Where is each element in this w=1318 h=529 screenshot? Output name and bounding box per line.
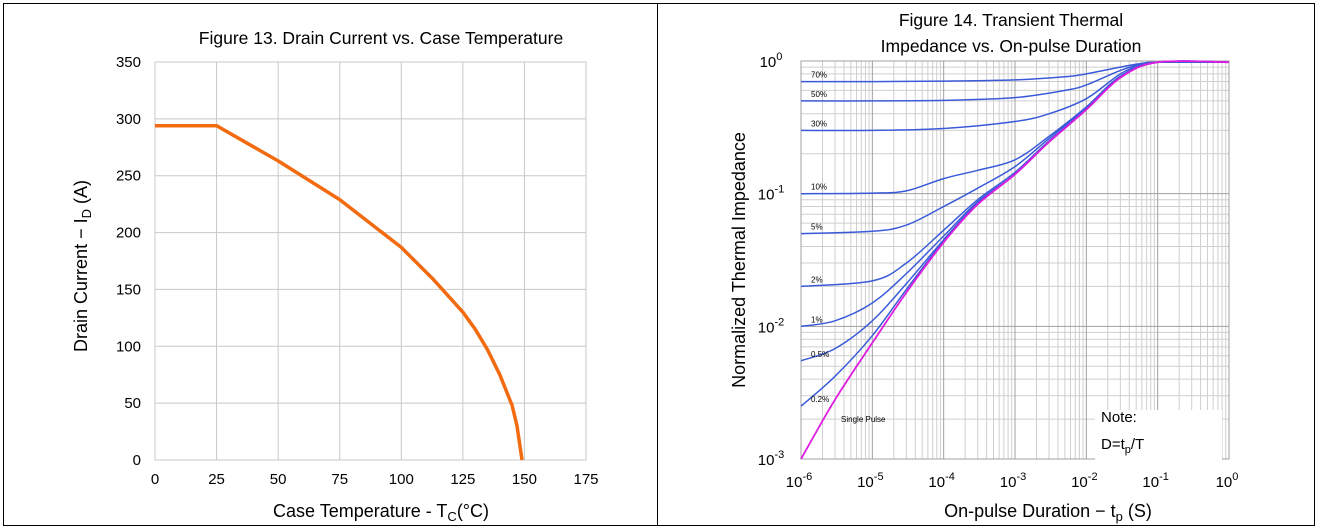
series-layer: 70% 50% 30% 10% 5% 2% 1% 0.5% 0.2% Single Pulse — [800, 60, 1230, 460]
axis-ticks: 0 25 50 75 100 125 150 175 0 50 100 150 200 250 300 350 — [116, 54, 599, 488]
duty-cycle-label: 0.2% — [811, 395, 829, 404]
x-tick-label: 10-6 — [786, 471, 812, 491]
y-tick-label: 10-2 — [758, 316, 784, 336]
drain-current-chart-panel: Figure 13. Drain Current vs. Case Temper… — [3, 3, 658, 526]
x-tick-label: 10-5 — [857, 471, 883, 491]
duty-cycle-label: 30% — [811, 119, 827, 128]
y-tick-label: 350 — [116, 54, 141, 71]
chart-title-line1: Figure 14. Transient Thermal — [899, 10, 1123, 30]
y-tick-label: 300 — [116, 111, 141, 128]
x-tick-label: 25 — [208, 471, 225, 488]
x-axis-label: Case Temperature - TC(°C) — [273, 501, 489, 524]
plot-frame — [154, 61, 587, 461]
duty-cycle-label: 0.5% — [811, 350, 829, 359]
y-axis-label: Normalized Thermal Impedance — [729, 132, 749, 388]
x-tick-label: 100 — [1216, 471, 1239, 491]
duty-cycle-curve — [800, 61, 1230, 132]
note-label: Note: — [1101, 409, 1137, 426]
x-axis-label: On-pulse Duration − tp (S) — [944, 501, 1152, 524]
duty-cycle-label: 5% — [811, 223, 823, 232]
axis-ticks: 10-6 10-5 10-4 10-3 10-2 10-1 100 10-3 10-2 10-1 1… — [758, 51, 1239, 491]
x-tick-label: 50 — [270, 471, 287, 488]
x-tick-label: 75 — [331, 471, 348, 488]
note-formula: D=tp/T — [1101, 436, 1144, 456]
y-tick-label: 0 — [133, 452, 141, 469]
y-tick-label: 100 — [760, 51, 783, 71]
duty-cycle-label: 50% — [811, 90, 827, 99]
x-tick-label: 10-3 — [1000, 471, 1026, 491]
x-tick-label: 10-4 — [928, 471, 954, 491]
x-tick-label: 10-2 — [1071, 471, 1097, 491]
drain-current-chart: Figure 13. Drain Current vs. Case Temper… — [71, 28, 599, 524]
note-box — [1095, 410, 1222, 465]
duty-cycle-label: 70% — [811, 71, 827, 80]
duty-cycle-label: 1% — [811, 315, 823, 324]
x-tick-label: 10-1 — [1142, 471, 1168, 491]
x-tick-label: 175 — [573, 471, 598, 488]
x-tick-label: 100 — [389, 471, 414, 488]
single-pulse-label: Single Pulse — [841, 415, 886, 424]
thermal-impedance-chart-panel: Figure 14. Transient Thermal Impedance v… — [657, 3, 1315, 526]
plot-frame — [800, 60, 1230, 460]
y-tick-label: 50 — [124, 395, 141, 412]
x-tick-label: 0 — [151, 471, 159, 488]
chart-title-line2: Impedance vs. On-pulse Duration — [881, 36, 1142, 56]
x-tick-label: 125 — [450, 471, 475, 488]
grid — [800, 60, 1230, 460]
duty-cycle-label: 2% — [811, 275, 823, 284]
y-tick-label: 150 — [116, 281, 141, 298]
single-pulse-curve — [800, 60, 1230, 460]
y-tick-label: 100 — [116, 338, 141, 355]
y-tick-label: 10-3 — [758, 449, 784, 469]
thermal-impedance-chart: Figure 14. Transient Thermal Impedance v… — [729, 10, 1239, 524]
duty-cycle-label: 10% — [811, 183, 827, 192]
y-tick-label: 250 — [116, 168, 141, 185]
drain-current-line — [155, 123, 524, 461]
y-tick-label: 10-1 — [758, 184, 784, 204]
chart-title: Figure 13. Drain Current vs. Case Temper… — [199, 28, 563, 48]
grid — [154, 61, 587, 461]
y-axis-label: Drain Current − ID (A) — [71, 180, 94, 352]
y-tick-label: 200 — [116, 225, 141, 242]
series-layer — [155, 123, 524, 461]
x-tick-label: 150 — [512, 471, 537, 488]
